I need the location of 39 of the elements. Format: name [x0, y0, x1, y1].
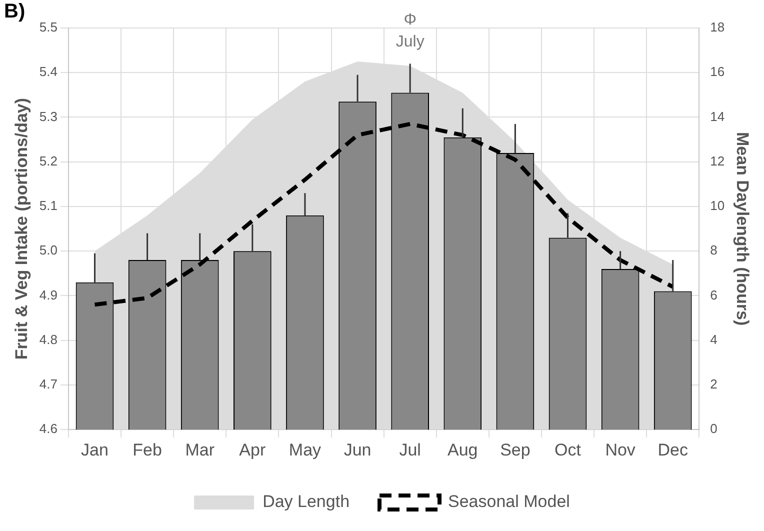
- y2-tick-label: 18: [710, 20, 725, 35]
- x-tick-label: Jul: [399, 440, 421, 460]
- y-tick-label: 4.6: [39, 421, 58, 436]
- x-tick-label: Jan: [81, 440, 108, 460]
- x-tick-label: Oct: [554, 440, 582, 460]
- legend-label: Day Length: [262, 492, 350, 512]
- x-tick-label: Nov: [605, 440, 636, 460]
- y-tick-label: 4.9: [39, 287, 58, 302]
- y-tick-label: 5.5: [39, 20, 58, 35]
- y-tick-label: 4.8: [39, 332, 58, 347]
- y-tick-label: 5.4: [39, 64, 58, 80]
- text: B): [4, 0, 26, 23]
- x-tick-label: Sep: [500, 440, 530, 460]
- x-tick-label: May: [288, 440, 322, 460]
- y2-tick-label: 10: [710, 198, 725, 214]
- y2-axis-title: Mean Daylength (hours): [733, 132, 752, 326]
- y2-tick-label: 8: [710, 242, 718, 258]
- y-tick-label: 5.3: [39, 108, 58, 124]
- y2-tick-label: 16: [710, 64, 725, 80]
- y2-tick-label: 4: [710, 332, 718, 347]
- annotation: Φ: [404, 11, 416, 28]
- y2-tick-label: 6: [710, 287, 718, 302]
- y-tick-label: 5.0: [39, 242, 58, 258]
- x-tick-label: Feb: [132, 440, 162, 460]
- y2-tick-label: 2: [710, 376, 718, 392]
- x-tick-label: Dec: [658, 440, 688, 460]
- legend-label: Seasonal Model: [448, 492, 570, 512]
- y-tick-label: 5.2: [39, 153, 58, 168]
- y2-tick-label: 0: [710, 421, 718, 436]
- y-axis-title: Fruit & Veg Intake (portions/day): [12, 98, 31, 360]
- x-tick-label: Apr: [239, 440, 266, 460]
- y2-tick-label: 14: [710, 108, 725, 124]
- y2-tick-label: 12: [710, 153, 725, 168]
- annotation: July: [396, 33, 424, 50]
- x-tick-label: Mar: [185, 440, 215, 460]
- y-tick-label: 4.7: [39, 376, 58, 392]
- x-tick-label: Jun: [344, 440, 372, 460]
- x-tick-label: Aug: [448, 440, 478, 460]
- y-tick-label: 5.1: [39, 198, 58, 214]
